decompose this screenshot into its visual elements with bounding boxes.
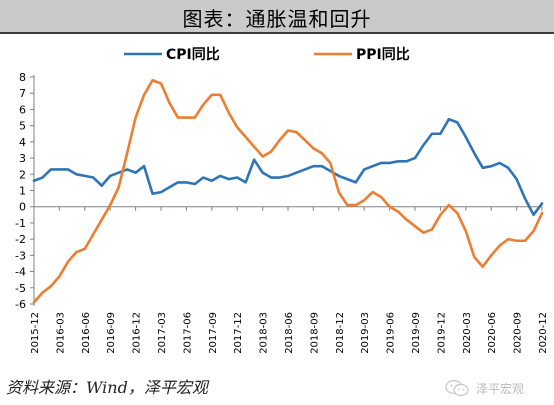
y-tick-label: 5 — [19, 120, 26, 133]
title-bar: 图表：通胀温和回升 — [0, 0, 554, 34]
y-tick-label: 7 — [19, 87, 26, 100]
y-tick-label: -4 — [15, 266, 26, 279]
series-line-cpi — [32, 117, 544, 217]
wechat-icon — [445, 379, 469, 397]
chart-area: 8 7 6 5 4 3 2 1 0 -1 -2 -3 -4 -5 -6 2015-12 2016-03 2016-… — [0, 34, 554, 364]
x-tick-label: 2020-12 — [538, 312, 549, 354]
y-tick-label: -1 — [15, 217, 26, 230]
series-line-ppi — [32, 78, 544, 304]
x-tick-label: 2020-09 — [513, 312, 524, 354]
legend-label: PPI同比 — [356, 46, 410, 63]
y-tick-label: -5 — [15, 282, 26, 295]
chart-title: 图表：通胀温和回升 — [182, 7, 372, 31]
legend-label: CPI同比 — [166, 46, 220, 63]
y-tick-label: 3 — [19, 152, 26, 165]
x-tick-label: 2020-06 — [487, 312, 498, 354]
x-tick-label: 2018-09 — [309, 312, 320, 354]
x-tick-label: 2017-12 — [233, 312, 244, 354]
x-tick-label: 2017-03 — [157, 312, 168, 354]
y-tick-label: -3 — [15, 249, 26, 262]
y-tick-label: 6 — [19, 103, 26, 116]
y-tick-label: -2 — [15, 233, 26, 246]
x-tick-label: 2019-12 — [436, 312, 447, 354]
y-tick-label: 2 — [19, 168, 26, 181]
x-tick-label: 2019-06 — [386, 312, 397, 354]
watermark-text: 泽平宏观 — [476, 382, 525, 396]
x-tick-label: 2016-09 — [106, 312, 117, 354]
x-tick-label: 2018-12 — [335, 312, 346, 354]
x-tick-label: 2016-12 — [132, 312, 143, 354]
x-tick-label: 2015-12 — [30, 312, 41, 354]
x-tick-label: 2019-09 — [411, 312, 422, 354]
x-tick-label: 2017-06 — [182, 312, 193, 354]
y-tick-label: 0 — [19, 201, 26, 214]
x-tick-label: 2016-03 — [55, 312, 66, 354]
x-tick-label: 2018-06 — [284, 312, 295, 354]
x-tick-label: 2018-03 — [259, 312, 270, 354]
y-tick-label: 8 — [19, 71, 26, 84]
y-tick-label: -6 — [15, 298, 26, 311]
x-tick-label: 2020-03 — [462, 312, 473, 354]
y-tick-label: 4 — [19, 136, 26, 149]
x-tick-label: 2019-03 — [360, 312, 371, 354]
x-tick-label: 2016-06 — [81, 312, 92, 354]
x-tick-label: 2017-09 — [208, 312, 219, 354]
line-chart: 8 7 6 5 4 3 2 1 0 -1 -2 -3 -4 -5 -6 2015-12 2016-03 2016-… — [15, 46, 549, 354]
source-note: 资料来源：Wind，泽平宏观 — [6, 378, 208, 397]
watermark: 泽平宏观 — [440, 378, 548, 400]
y-tick-label: 1 — [19, 185, 26, 198]
